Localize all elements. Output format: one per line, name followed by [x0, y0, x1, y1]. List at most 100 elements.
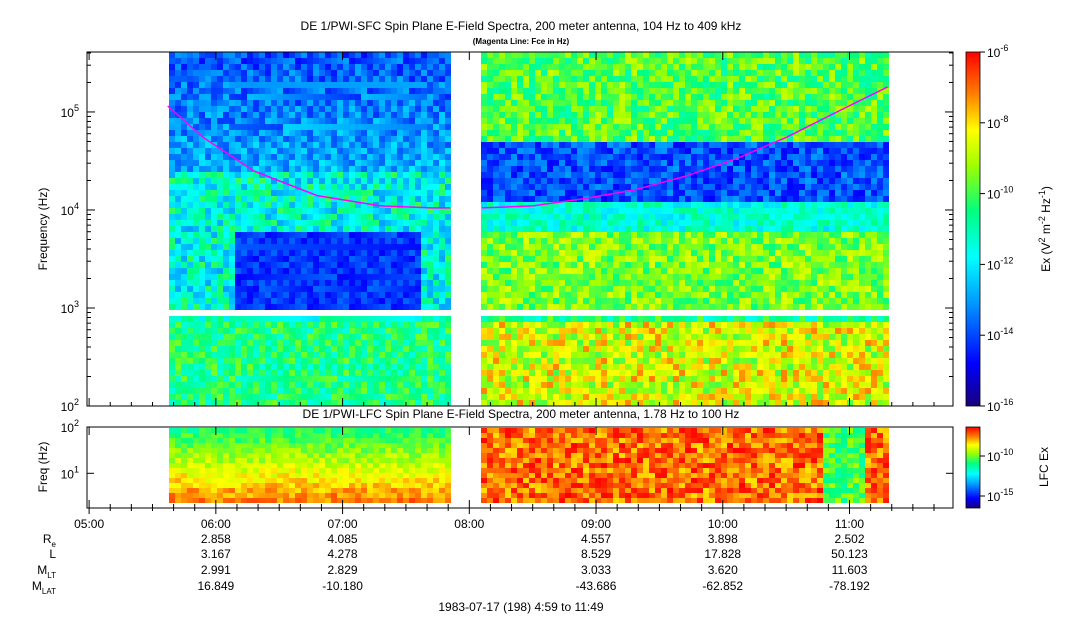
sfc-cell	[373, 160, 379, 166]
sfc-cell	[487, 112, 493, 118]
sfc-cell	[367, 268, 373, 274]
sfc-cell	[643, 58, 649, 64]
sfc-cell	[229, 334, 235, 340]
sfc-cell	[529, 382, 535, 388]
sfc-cell	[691, 148, 697, 154]
sfc-cell	[253, 292, 259, 298]
sfc-cell	[229, 232, 235, 238]
sfc-cell	[247, 298, 253, 304]
sfc-cell	[619, 142, 625, 148]
sfc-cell	[679, 112, 685, 118]
sfc-cell	[439, 262, 445, 268]
sfc-cell	[295, 94, 301, 100]
sfc-cell	[175, 214, 181, 220]
sfc-cell	[379, 262, 385, 268]
sfc-cell	[265, 358, 271, 364]
sfc-cell	[673, 196, 679, 202]
sfc-cell	[559, 322, 565, 328]
sfc-cell	[679, 226, 685, 232]
sfc-cell	[331, 286, 337, 292]
sfc-cell	[397, 184, 403, 190]
sfc-cell	[511, 364, 517, 370]
sfc-cell	[187, 238, 193, 244]
sfc-cell	[193, 232, 199, 238]
sfc-cell	[409, 250, 415, 256]
sfc-cell	[235, 226, 241, 232]
sfc-cell	[349, 328, 355, 334]
sfc-cell	[421, 262, 427, 268]
sfc-cell	[439, 76, 445, 82]
sfc-cell	[649, 82, 655, 88]
sfc-cell	[595, 190, 601, 196]
sfc-cell	[169, 226, 175, 232]
sfc-cell	[607, 208, 613, 214]
sfc-cell	[421, 250, 427, 256]
sfc-cell	[379, 346, 385, 352]
sfc-cell	[415, 82, 421, 88]
sfc-cell	[331, 394, 337, 400]
sfc-cell	[175, 400, 181, 406]
sfc-cell	[289, 118, 295, 124]
sfc-cell	[373, 382, 379, 388]
sfc-cell	[199, 262, 205, 268]
sfc-cell	[187, 178, 193, 184]
sfc-cell	[385, 148, 391, 154]
sfc-cell	[601, 58, 607, 64]
sfc-cell	[439, 322, 445, 328]
sfc-cell	[523, 370, 529, 376]
sfc-cell	[415, 196, 421, 202]
sfc-cell	[583, 172, 589, 178]
sfc-cell	[409, 256, 415, 262]
sfc-cell	[667, 70, 673, 76]
sfc-cell	[517, 190, 523, 196]
sfc-cell	[385, 244, 391, 250]
sfc-cell	[241, 346, 247, 352]
sfc-cell	[439, 166, 445, 172]
sfc-cell	[283, 58, 289, 64]
sfc-cell	[673, 160, 679, 166]
sfc-cell	[397, 226, 403, 232]
sfc-cell	[619, 298, 625, 304]
sfc-cell	[349, 112, 355, 118]
sfc-cell	[529, 226, 535, 232]
sfc-cell	[685, 340, 691, 346]
sfc-cell	[673, 352, 679, 358]
sfc-cell	[235, 70, 241, 76]
sfc-cell	[703, 250, 709, 256]
sfc-cell	[421, 124, 427, 130]
sfc-cell	[523, 142, 529, 148]
sfc-cell	[415, 136, 421, 142]
sfc-cell	[331, 280, 337, 286]
sfc-cell	[379, 226, 385, 232]
sfc-cell	[265, 322, 271, 328]
sfc-cell	[505, 400, 511, 406]
sfc-cell	[349, 364, 355, 370]
sfc-cell	[307, 292, 313, 298]
sfc-cell	[571, 322, 577, 328]
sfc-cell	[667, 124, 673, 130]
sfc-cell	[415, 208, 421, 214]
sfc-cell	[493, 94, 499, 100]
sfc-cell	[283, 226, 289, 232]
sfc-cell	[601, 130, 607, 136]
sfc-cell	[667, 250, 673, 256]
sfc-cell	[235, 184, 241, 190]
sfc-cell	[535, 148, 541, 154]
sfc-cell	[595, 382, 601, 388]
sfc-cell	[577, 286, 583, 292]
sfc-cell	[565, 334, 571, 340]
sfc-cell	[553, 64, 559, 70]
sfc-cell	[613, 94, 619, 100]
sfc-cell	[355, 394, 361, 400]
sfc-cell	[367, 76, 373, 82]
sfc-cell	[283, 166, 289, 172]
sfc-cell	[427, 370, 433, 376]
sfc-cell	[619, 364, 625, 370]
sfc-cell	[691, 70, 697, 76]
sfc-cell	[493, 244, 499, 250]
sfc-cell	[409, 232, 415, 238]
sfc-cell	[421, 364, 427, 370]
sfc-cell	[697, 352, 703, 358]
sfc-cell	[445, 82, 451, 88]
sfc-cell	[553, 178, 559, 184]
